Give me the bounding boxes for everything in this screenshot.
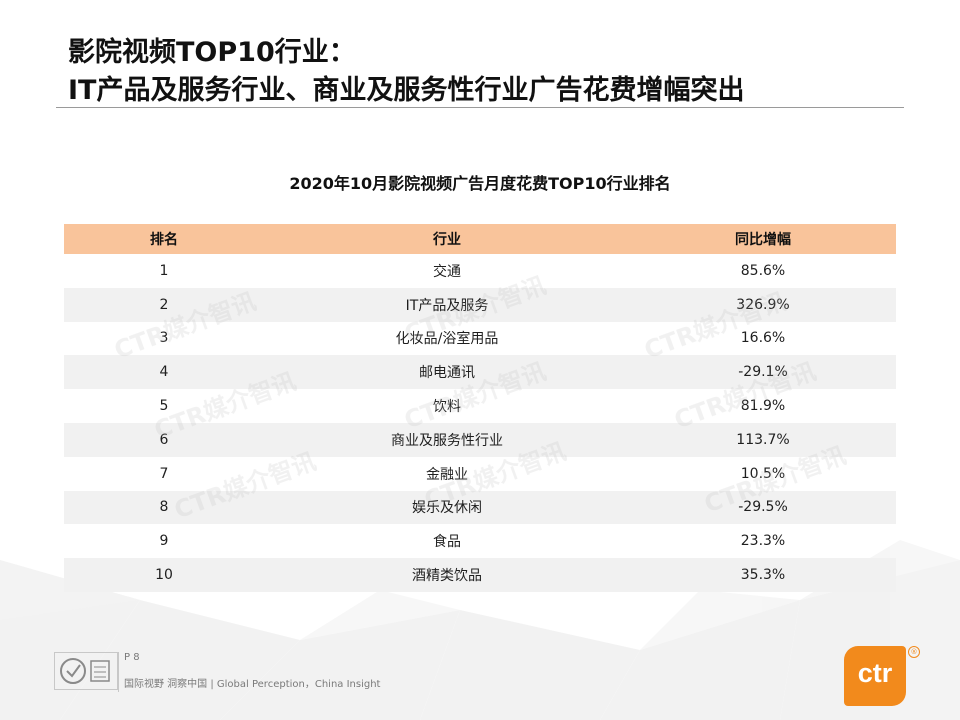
table-header-row: 排名 行业 同比增幅 [64, 224, 896, 254]
rank-cell: 4 [159, 364, 169, 381]
change-cell: -29.1% [738, 364, 788, 381]
header-change: 同比增幅 [735, 232, 791, 248]
industry-cell: 酒精类饮品 [412, 568, 482, 585]
rank-cell: 3 [159, 330, 169, 347]
industry-cell: 食品 [433, 534, 461, 551]
industry-cell: IT产品及服务 [405, 297, 489, 314]
industry-cell: 金融业 [426, 466, 468, 483]
change-cell: 23.3% [740, 533, 786, 550]
industry-cell: 商业及服务性行业 [391, 432, 503, 449]
slide-title: 影院视频TOP10行业： IT产品及服务行业、商业及服务性行业广告花费增幅突出 [68, 34, 744, 110]
change-cell: 81.9% [740, 398, 786, 415]
rank-cell: 9 [159, 533, 169, 550]
table-row: 8 娱乐及休闲 -29.5% [64, 490, 896, 525]
table-row: 4 邮电通讯 -29.1% [64, 355, 896, 390]
table-row: 2 IT产品及服务 326.9% [64, 287, 896, 322]
table-row: 7 金融业 10.5% [64, 457, 896, 491]
registered-mark: ® [908, 646, 920, 658]
ctr-logo-text: ctr [857, 658, 893, 688]
header-rank: 排名 [150, 232, 178, 248]
ctr-logo: ctr [844, 646, 906, 706]
rank-cell: 6 [159, 431, 169, 448]
rank-cell: 5 [159, 398, 169, 415]
industry-cell: 邮电通讯 [419, 365, 475, 382]
slide-title-line-1: 影院视频TOP10行业： [68, 37, 356, 68]
table-row: 10 酒精类饮品 35.3% [64, 558, 896, 592]
rank-cell: 1 [159, 262, 169, 279]
table-row: 1 交通 85.6% [64, 254, 896, 288]
rank-cell: 10 [155, 567, 173, 584]
change-cell: -29.5% [738, 499, 788, 516]
table-row: 6 商业及服务性行业 113.7% [64, 422, 896, 457]
change-cell: 16.6% [740, 330, 786, 347]
industry-cell: 饮料 [433, 399, 461, 416]
rank-cell: 8 [159, 499, 169, 516]
industry-cell: 交通 [433, 263, 461, 280]
change-cell: 113.7% [736, 431, 790, 448]
table-row: 5 饮料 81.9% [64, 389, 896, 423]
page-number: P 8 [124, 652, 140, 663]
change-cell: 35.3% [740, 567, 786, 584]
change-cell: 85.6% [740, 262, 786, 279]
ranking-table: 排名 行业 同比增幅 1 交通 85.6% 2 IT产品及服务 326.9% 3… [64, 224, 896, 592]
industry-cell: 娱乐及休闲 [412, 500, 482, 517]
table-title: 2020年10月影院视频广告月度花费TOP10行业排名 [289, 174, 671, 193]
rank-cell: 2 [159, 296, 169, 313]
table-row: 9 食品 23.3% [64, 524, 896, 558]
change-cell: 326.9% [736, 296, 790, 313]
footer-slogan: 国际视野 洞察中国 | Global Perception，China Insi… [124, 679, 381, 690]
change-cell: 10.5% [740, 465, 786, 482]
title-divider [56, 107, 904, 108]
header-industry: 行业 [433, 232, 461, 248]
footer-divider [118, 652, 119, 692]
slide-title-line-2: IT产品及服务行业、商业及服务性行业广告花费增幅突出 [68, 75, 745, 106]
industry-cell: 化妆品/浴室用品 [395, 331, 499, 348]
certification-logo [54, 652, 118, 690]
rank-cell: 7 [159, 465, 169, 482]
table-row: 3 化妆品/浴室用品 16.6% [64, 322, 896, 356]
